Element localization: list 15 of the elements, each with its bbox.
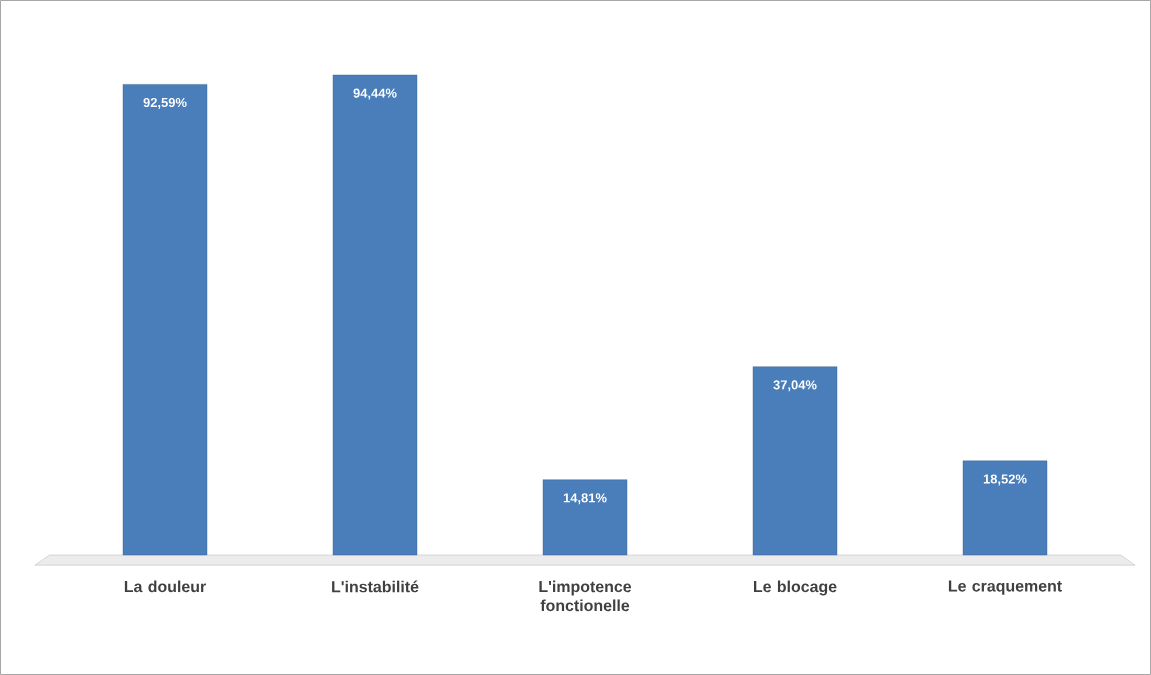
data-label: 94,44%: [353, 88, 397, 100]
data-label: 14,81%: [563, 493, 607, 505]
data-label: 18,52%: [983, 474, 1027, 486]
bar: [122, 84, 208, 556]
bar: [542, 479, 628, 556]
x-tick-label: L'impotence fonctionelle: [539, 580, 632, 612]
x-tick-label: L'instabilité: [332, 580, 419, 593]
x-tick-label: Le craquement: [948, 580, 1062, 595]
bar: [962, 460, 1048, 556]
data-label: 92,59%: [143, 97, 187, 109]
bar: [752, 366, 838, 556]
data-label: 37,04%: [773, 380, 817, 392]
x-tick-label: La douleur: [124, 580, 206, 593]
x-tick-label: Le blocage: [753, 580, 837, 596]
bar: [332, 74, 418, 556]
